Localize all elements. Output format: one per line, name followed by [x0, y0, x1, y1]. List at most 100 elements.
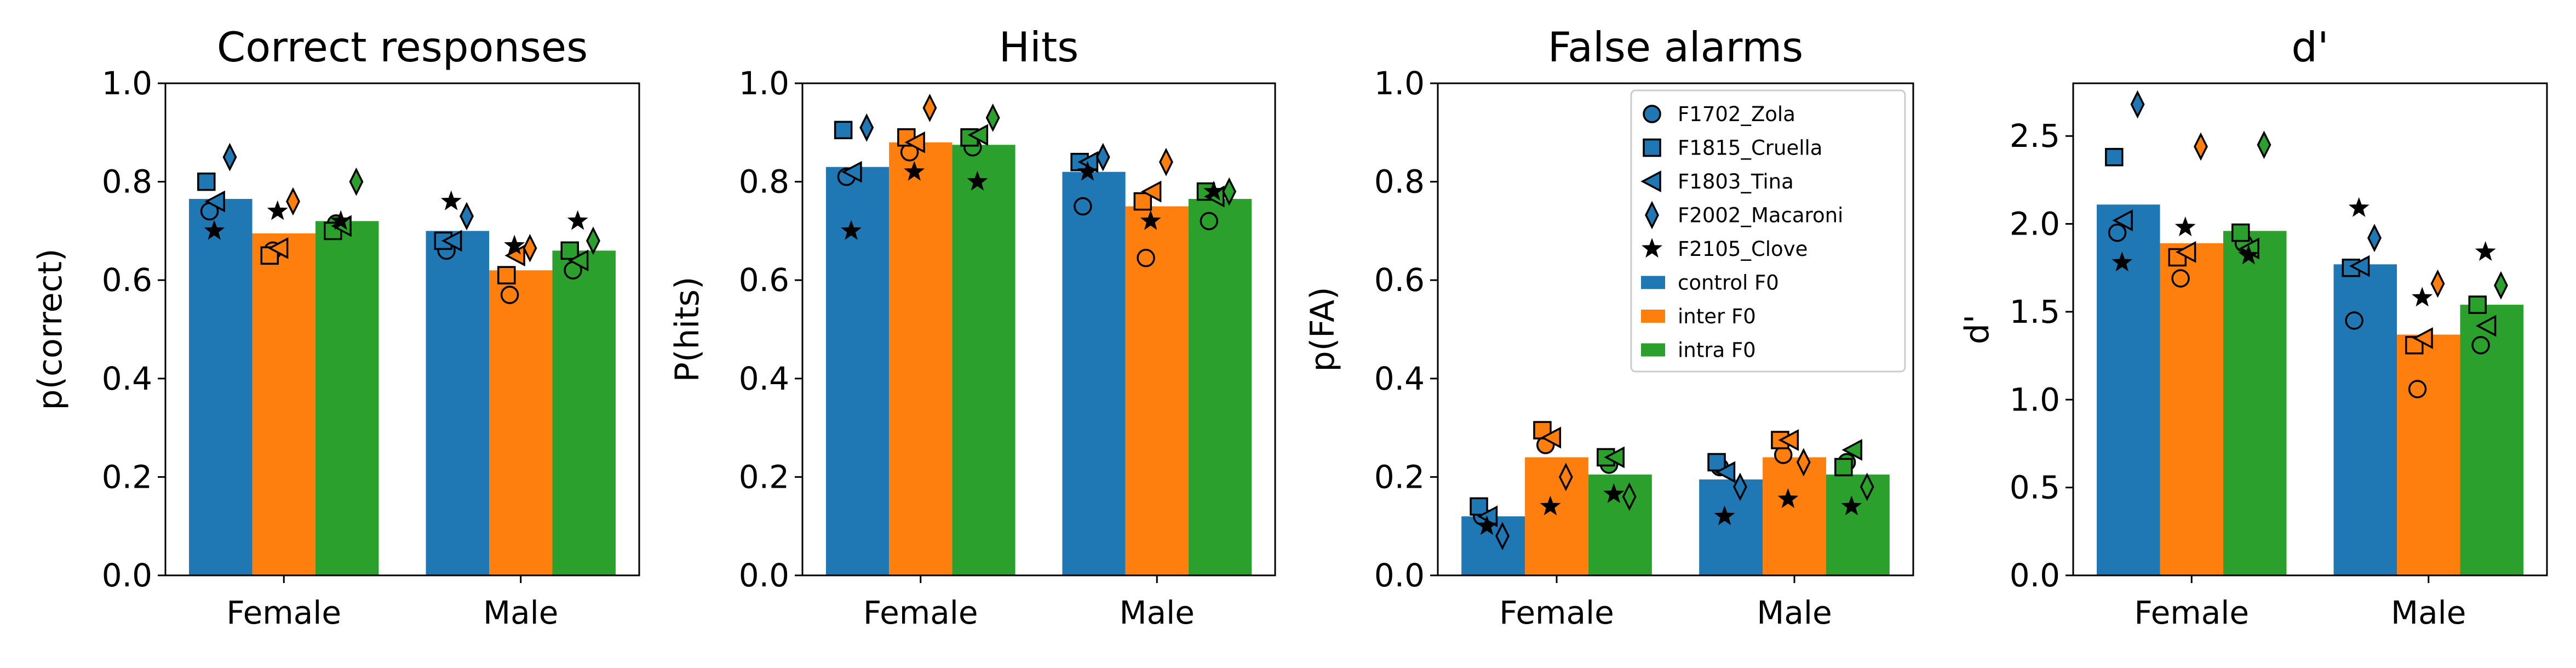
y-tick-label: 1.0: [2010, 381, 2060, 418]
bar: [1188, 199, 1252, 575]
data-point: [2471, 336, 2490, 355]
data-point: [1095, 142, 1110, 172]
data-point: [841, 220, 862, 240]
data-point: [834, 121, 853, 140]
data-point: [267, 237, 289, 259]
chart-title: d': [2291, 23, 2328, 71]
data-point: [2105, 147, 2124, 167]
y-tick-label: 0.0: [2010, 557, 2060, 594]
legend-marker: [1642, 238, 1662, 258]
y-tick-label: 1.0: [739, 65, 789, 102]
data-point: [286, 187, 300, 216]
y-tick-label: 0.8: [739, 163, 789, 201]
data-point: [349, 167, 364, 196]
y-tick-label: 2.5: [2010, 117, 2060, 155]
legend-box: [1630, 89, 1906, 373]
data-point: [2348, 197, 2370, 217]
data-point: [859, 113, 874, 142]
data-point: [2257, 130, 2271, 159]
data-point: [2171, 269, 2190, 288]
data-point: [504, 244, 525, 267]
data-point: [1540, 426, 1562, 449]
bar: [2097, 204, 2160, 575]
data-point: [2349, 255, 2370, 277]
data-point: [1558, 463, 1573, 492]
bar: [189, 199, 253, 575]
y-tick-label: 0.4: [102, 360, 152, 397]
data-point: [560, 241, 579, 260]
data-point: [985, 103, 1000, 132]
y-axis-label: P(hits): [668, 277, 707, 382]
legend-marker: [1643, 105, 1661, 123]
axes-frame: [2072, 82, 2548, 576]
y-tick-label: 0.6: [1374, 261, 1425, 299]
chart-panel-2: 0.0 0.2 0.4 0.6 0.8 1.0 Female Male Hits P(hits): [668, 23, 1276, 631]
x-tick-label: Female: [863, 594, 978, 631]
data-point: [267, 200, 288, 220]
bar: [825, 167, 890, 575]
data-point: [497, 266, 516, 284]
data-point: [2405, 336, 2424, 355]
legend-label: inter F0: [1678, 305, 1756, 328]
data-point: [2412, 327, 2433, 349]
y-tick-label: 0.2: [739, 458, 789, 495]
data-point: [330, 210, 352, 230]
bar: [1826, 474, 1890, 575]
data-point: [1860, 472, 1874, 501]
data-point: [586, 226, 600, 255]
data-point: [1133, 192, 1152, 211]
data-point: [2412, 287, 2433, 307]
data-point: [1077, 161, 1098, 181]
y-axis-label: p(FA): [1304, 287, 1342, 372]
data-point: [1137, 249, 1155, 267]
data-point: [440, 190, 462, 210]
bar: [1062, 172, 1126, 575]
chart-title: False alarms: [1548, 23, 1804, 71]
data-point: [1074, 197, 1092, 216]
bar: [2333, 264, 2397, 576]
y-tick-label: 0.4: [1374, 360, 1425, 397]
bar: [252, 233, 315, 575]
data-point: [460, 202, 474, 231]
legend-swatch: [1641, 310, 1665, 323]
chart-title: Correct responses: [217, 23, 588, 71]
data-point: [2112, 252, 2133, 272]
data-point: [2475, 241, 2496, 261]
data-point: [2238, 244, 2259, 265]
x-tick-label: Male: [2391, 594, 2466, 631]
data-point: [967, 124, 989, 146]
chart-panel-4: 0.0 0.5 1.0 1.5 2.0 2.5 Female Male d' d': [1958, 23, 2548, 631]
y-tick-label: 0.2: [102, 458, 152, 495]
axes-frame: [801, 82, 1276, 576]
y-tick-label: 1.0: [102, 65, 152, 102]
x-tick-label: Female: [1499, 594, 1614, 631]
data-point: [2367, 224, 2382, 253]
data-point: [1714, 461, 1736, 483]
bar: [1763, 457, 1826, 575]
data-point: [2345, 311, 2363, 330]
bar: [552, 250, 616, 575]
data-point: [904, 161, 925, 181]
data-point: [197, 172, 216, 191]
data-point: [1714, 505, 1735, 526]
data-point: [1603, 483, 1625, 503]
data-point: [523, 233, 537, 262]
bar: [1525, 457, 1588, 575]
data-point: [500, 286, 519, 304]
legend: F1702_Zola F1815_Cruella F1803_Tina F2002_M…: [1630, 89, 1906, 373]
data-point: [441, 230, 462, 252]
legend-marker: [1640, 170, 1661, 192]
data-point: [2231, 223, 2250, 242]
bar: [1588, 474, 1652, 575]
data-point: [1778, 429, 1799, 451]
data-point: [1622, 482, 1637, 511]
data-point: [2475, 315, 2497, 337]
bar: [1125, 206, 1189, 575]
data-point: [1158, 147, 1173, 176]
y-tick-label: 0.6: [739, 261, 789, 299]
data-point: [1834, 458, 1853, 477]
y-axis-label: d': [1958, 315, 1996, 345]
bar: [2160, 243, 2223, 576]
legend-label: control F0: [1678, 271, 1779, 295]
y-tick-label: 0.0: [1374, 557, 1425, 594]
